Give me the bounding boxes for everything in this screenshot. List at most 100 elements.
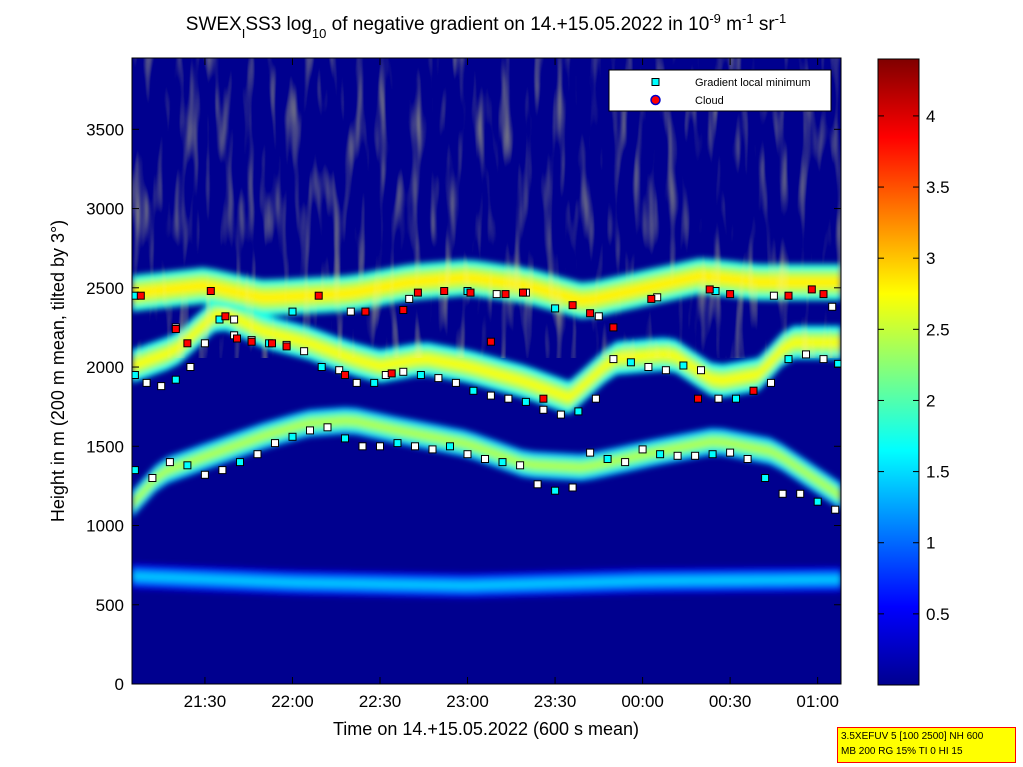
gradient-minimum-marker bbox=[574, 407, 583, 416]
x-axis-label: Time on 14.+15.05.2022 (600 s mean) bbox=[333, 719, 639, 739]
x-tick-label: 22:30 bbox=[359, 692, 402, 711]
cloud-marker bbox=[749, 386, 758, 395]
cloud-marker bbox=[233, 334, 241, 343]
cloud-marker bbox=[539, 394, 548, 403]
cloud-marker bbox=[807, 285, 816, 294]
legend-label: Cloud bbox=[695, 95, 724, 107]
legend-marker-minimum bbox=[651, 78, 660, 86]
gradient-minimum-marker bbox=[539, 405, 548, 414]
x-axis: 21:30 22:00 22:30 23:00 23:30 00:00 00:30 01:00 bbox=[184, 58, 839, 711]
gradient-minimum-marker bbox=[376, 442, 384, 451]
gradient-minimum-marker bbox=[405, 294, 414, 303]
gradient-minimum-marker bbox=[132, 466, 139, 475]
cloud-marker bbox=[413, 288, 422, 297]
gradient-minimum-marker bbox=[516, 461, 525, 470]
cloud-marker bbox=[519, 288, 527, 297]
gradient-minimum-marker bbox=[157, 382, 166, 391]
cloud-marker bbox=[268, 339, 276, 348]
gradient-minimum-marker bbox=[551, 486, 560, 495]
gradient-minimum-marker bbox=[726, 448, 735, 457]
gradient-minimum-marker bbox=[411, 442, 419, 451]
gradient-minimum-marker bbox=[609, 355, 618, 364]
colorbar-tick-label: 3.5 bbox=[926, 178, 950, 197]
gradient-minimum-marker bbox=[802, 350, 810, 359]
cloud-marker bbox=[341, 371, 349, 379]
gradient-minimum-marker bbox=[831, 505, 840, 514]
gradient-minimum-marker bbox=[533, 480, 542, 489]
gradient-minimum-marker bbox=[586, 448, 595, 457]
cloud-marker bbox=[586, 309, 595, 318]
processing-parameters-box: 3.5XEFUV 5 [100 2500] NH 600 MB 200 RG 1… bbox=[837, 727, 1016, 763]
gradient-minimum-marker bbox=[416, 371, 425, 379]
cloud-marker bbox=[784, 291, 793, 300]
x-tick-label: 23:30 bbox=[534, 692, 577, 711]
gradient-minimum-marker bbox=[568, 483, 577, 492]
cloud-marker bbox=[314, 291, 323, 300]
gradient-minimum-marker bbox=[370, 378, 379, 387]
y-tick-label: 500 bbox=[96, 596, 124, 615]
gradient-minimum-marker bbox=[352, 378, 361, 387]
cloud-marker bbox=[486, 337, 495, 346]
x-tick-label: 01:00 bbox=[796, 692, 839, 711]
gradient-minimum-marker bbox=[769, 291, 778, 300]
y-tick-label: 1000 bbox=[86, 517, 124, 536]
gradient-minimum-marker bbox=[446, 442, 454, 451]
colorbar-tick-label: 1 bbox=[926, 534, 935, 553]
colorbar-tick-label: 2 bbox=[926, 391, 935, 410]
gradient-minimum-marker bbox=[626, 358, 635, 367]
gradient-minimum-marker bbox=[828, 302, 837, 311]
gradient-minimum-marker bbox=[434, 374, 443, 383]
gradient-minimum-marker bbox=[594, 312, 603, 321]
gradient-minimum-marker bbox=[323, 423, 332, 432]
heatmap-plot-area bbox=[132, 58, 841, 684]
gradient-minimum-marker bbox=[236, 458, 244, 467]
gradient-minimum-marker bbox=[492, 290, 501, 299]
cloud-marker bbox=[171, 325, 180, 333]
gradient-minimum-marker bbox=[335, 366, 344, 375]
gradient-minimum-marker bbox=[317, 363, 326, 371]
y-tick-label: 2500 bbox=[86, 279, 124, 298]
cloud-marker bbox=[440, 287, 449, 295]
cloud-marker bbox=[206, 287, 215, 295]
cloud-marker bbox=[387, 369, 396, 378]
y-tick-label: 2000 bbox=[86, 358, 124, 377]
heatmap-band bbox=[132, 568, 841, 594]
gradient-minimum-marker bbox=[486, 391, 495, 400]
cloud-marker bbox=[609, 323, 618, 332]
parameters-line-2: MB 200 RG 15% TI 0 HI 15 bbox=[841, 746, 963, 757]
gradient-minimum-marker bbox=[644, 363, 653, 371]
gradient-minimum-marker bbox=[591, 394, 600, 403]
gradient-minimum-marker bbox=[186, 363, 195, 371]
gradient-minimum-marker bbox=[346, 307, 355, 316]
gradient-minimum-marker bbox=[171, 375, 180, 384]
colorbar-tick-label: 2.5 bbox=[926, 320, 950, 339]
x-tick-label: 00:00 bbox=[621, 692, 664, 711]
x-tick-label: 22:00 bbox=[271, 692, 314, 711]
gradient-minimum-marker bbox=[603, 455, 612, 463]
gradient-minimum-marker bbox=[621, 458, 630, 467]
gradient-minimum-marker bbox=[341, 434, 349, 443]
gradient-minimum-marker bbox=[767, 378, 775, 387]
gradient-minimum-marker bbox=[200, 470, 209, 479]
y-axis: 0 500 1000 1500 2000 2500 3000 3500 bbox=[86, 120, 841, 694]
colorbar-tick-label: 4 bbox=[926, 107, 935, 126]
colorbar-tick-label: 3 bbox=[926, 249, 935, 268]
gradient-minimum-marker bbox=[661, 366, 670, 375]
gradient-minimum-marker bbox=[230, 315, 239, 324]
gradient-minimum-marker bbox=[469, 386, 478, 395]
heatmap-band bbox=[132, 572, 841, 590]
gradient-minimum-marker bbox=[300, 347, 309, 356]
y-tick-label: 3000 bbox=[86, 200, 124, 219]
plot-frame bbox=[131, 57, 842, 685]
cloud-marker bbox=[466, 288, 475, 297]
x-tick-label: 23:00 bbox=[446, 692, 489, 711]
gradient-minimum-marker bbox=[358, 442, 367, 451]
gradient-minimum-marker bbox=[288, 432, 297, 441]
cloud-marker bbox=[183, 339, 192, 348]
gradient-minimum-marker bbox=[656, 450, 665, 459]
gradient-minimum-marker bbox=[253, 450, 262, 459]
gradient-minimum-marker bbox=[521, 397, 530, 406]
gradient-minimum-marker bbox=[679, 361, 688, 370]
legend-marker-cloud bbox=[650, 94, 661, 106]
cloud-marker bbox=[282, 342, 291, 351]
